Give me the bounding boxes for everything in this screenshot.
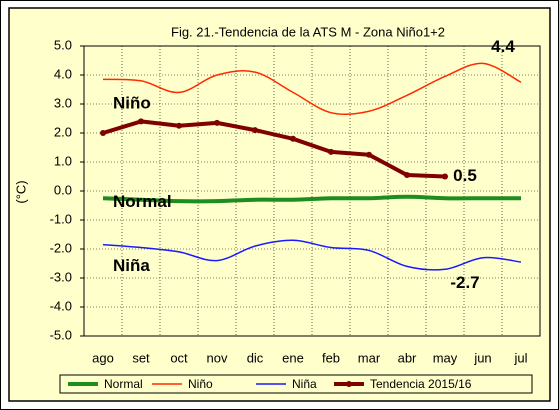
x-tick-label: dic: [247, 350, 264, 365]
series-line: [102, 119, 446, 179]
legend-label: Tendencia 2015/16: [370, 377, 472, 391]
y-tick-label: 0.0: [54, 182, 72, 197]
x-tick-label: jul: [513, 350, 527, 365]
x-tick-label: nov: [207, 350, 228, 365]
series-line: [102, 239, 522, 271]
point: [214, 119, 220, 126]
point: [252, 127, 258, 134]
value-label: -2.7: [450, 273, 479, 292]
point: [366, 151, 372, 158]
y-axis-label: (°C): [13, 180, 28, 203]
point: [100, 130, 106, 136]
series-line: [102, 62, 522, 116]
y-tick-label: -3.0: [50, 269, 72, 284]
y-tick-label: -1.0: [50, 211, 72, 226]
legend-marker: [346, 381, 352, 387]
x-tick-label: ene: [282, 350, 304, 365]
point: [176, 122, 182, 129]
y-tick-label: 3.0: [54, 95, 72, 110]
y-tick-label: -5.0: [50, 327, 72, 342]
y-tick-label: 5.0: [54, 37, 72, 52]
x-tick-label: feb: [322, 350, 340, 365]
point: [404, 172, 410, 179]
legend-label: Normal: [104, 377, 143, 391]
series-tag: Normal: [113, 192, 172, 211]
x-tick-label: jun: [473, 350, 491, 365]
point: [138, 118, 144, 125]
legend-label: Niño: [188, 377, 213, 391]
legend-label: Niña: [292, 377, 317, 391]
y-tick-label: -4.0: [50, 298, 72, 313]
x-tick-label: may: [433, 350, 458, 365]
x-tick-label: set: [132, 350, 150, 365]
x-tick-label: mar: [358, 350, 381, 365]
y-tick-label: 1.0: [54, 153, 72, 168]
y-tick-label: 4.0: [54, 66, 72, 81]
point: [442, 173, 448, 180]
value-label: 0.5: [453, 166, 477, 185]
x-tick-label: oct: [170, 350, 188, 365]
series-tag: Niña: [113, 256, 150, 275]
value-label: 4.4: [491, 37, 515, 56]
chart-title: Fig. 21.-Tendencia de la ATS M - Zona Ni…: [171, 24, 445, 39]
point: [290, 135, 296, 142]
plot-border: [83, 45, 541, 337]
legend-box: [59, 374, 533, 394]
y-tick-label: -2.0: [50, 240, 72, 255]
x-tick-label: abr: [398, 350, 417, 365]
x-tick-label: ago: [92, 350, 114, 365]
series-tag: Niño: [113, 93, 151, 112]
series-line: [102, 194, 521, 204]
y-tick-label: 2.0: [54, 124, 72, 139]
point: [328, 148, 334, 155]
